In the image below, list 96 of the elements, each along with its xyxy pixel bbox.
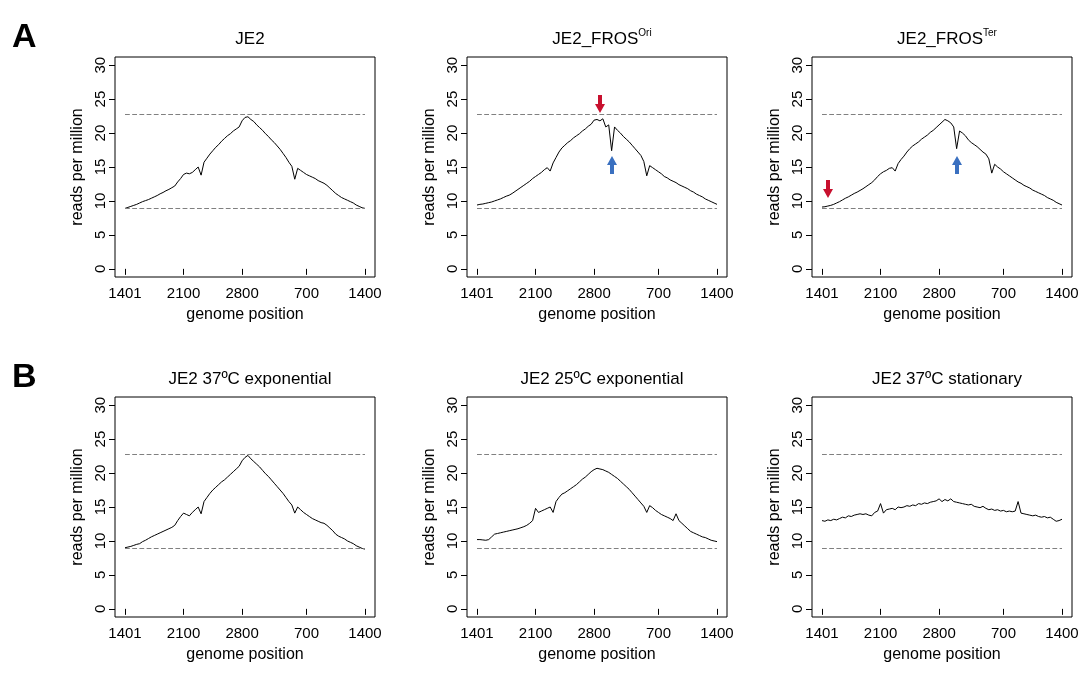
y-tick-label: 10	[788, 192, 805, 210]
line-series	[476, 467, 718, 543]
x-tick-label: 1401	[805, 284, 839, 301]
x-tick-label: 1400	[700, 284, 734, 301]
y-tick-label: 10	[443, 532, 460, 550]
y-tick-label: 25	[91, 90, 108, 108]
y-tick-label: 15	[91, 498, 108, 516]
y-axis-title: reads per million	[419, 448, 437, 566]
text: A	[12, 16, 37, 54]
x-tick-label: 700	[293, 284, 319, 301]
y-tick-label: 30	[91, 56, 108, 74]
y-tick-label: 20	[788, 464, 805, 482]
x-tick-label: 1400	[348, 284, 382, 301]
y-tick-label: 0	[788, 604, 805, 614]
x-tick-label: 2800	[922, 284, 956, 301]
y-tick-label: 20	[788, 124, 805, 142]
y-tick-label: 5	[91, 230, 108, 240]
x-tick-label: 700	[990, 284, 1016, 301]
y-tick-label: 5	[443, 230, 460, 240]
x-axis-title: genome position	[883, 644, 1001, 662]
y-tick-label: 5	[788, 230, 805, 240]
y-tick-label: 15	[91, 158, 108, 176]
x-axis-title: genome position	[538, 304, 656, 322]
chart-title: JE2 25ºC exponential	[520, 368, 684, 388]
y-tick-label: 30	[443, 56, 460, 74]
x-tick-label: 1401	[108, 624, 142, 641]
y-tick-label: 30	[91, 396, 108, 414]
line-series	[821, 498, 1063, 522]
x-tick-label: 2100	[166, 624, 201, 641]
y-axis-title: reads per million	[67, 108, 85, 226]
y-tick-label: 5	[91, 570, 108, 580]
y-tick-label: 5	[788, 570, 805, 580]
x-tick-label: 2100	[518, 624, 553, 641]
x-axis-title: genome position	[883, 304, 1001, 322]
x-tick-label: 700	[645, 284, 671, 301]
y-tick-label: 15	[443, 158, 460, 176]
x-axis-title: genome position	[538, 644, 656, 662]
x-tick-label: 2800	[922, 624, 956, 641]
y-tick-label: 15	[788, 158, 805, 176]
y-tick-label: 0	[91, 264, 108, 274]
y-tick-label: 20	[443, 464, 460, 482]
y-tick-label: 20	[443, 124, 460, 142]
y-tick-label: 10	[788, 532, 805, 550]
y-tick-label: 0	[443, 264, 460, 274]
y-tick-label: 30	[443, 396, 460, 414]
chart-title: JE2 37ºC stationary	[872, 368, 1023, 388]
x-tick-label: 1401	[805, 624, 839, 641]
chart-title: JE2	[235, 28, 265, 48]
x-tick-label: 700	[645, 624, 671, 641]
x-tick-label: 700	[293, 624, 319, 641]
y-tick-label: 25	[443, 90, 460, 108]
y-tick-label: 10	[91, 192, 108, 210]
y-tick-label: 20	[91, 124, 108, 142]
y-tick-label: 25	[788, 90, 805, 108]
x-tick-label: 1400	[1045, 624, 1079, 641]
x-tick-label: 2800	[577, 624, 611, 641]
x-tick-label: 1400	[1045, 284, 1079, 301]
line-series	[124, 116, 366, 209]
y-tick-label: 0	[788, 264, 805, 274]
y-axis-title: reads per million	[67, 448, 85, 566]
y-axis-title: reads per million	[764, 448, 782, 566]
y-axis-title: reads per million	[419, 108, 437, 226]
x-tick-label: 2100	[863, 624, 898, 641]
x-tick-label: 2100	[518, 284, 553, 301]
x-tick-label: 2100	[166, 284, 201, 301]
y-tick-label: 0	[91, 604, 108, 614]
x-tick-label: 700	[990, 624, 1016, 641]
y-tick-label: 0	[443, 604, 460, 614]
y-tick-label: 15	[788, 498, 805, 516]
y-tick-label: 25	[91, 430, 108, 448]
chart-title: JE2 37ºC exponential	[168, 368, 332, 388]
x-tick-label: 2800	[577, 284, 611, 301]
y-tick-label: 15	[443, 498, 460, 516]
y-tick-label: 30	[788, 396, 805, 414]
line-series	[821, 118, 1063, 208]
x-tick-label: 2100	[863, 284, 898, 301]
x-axis-title: genome position	[186, 644, 304, 662]
y-tick-label: 25	[788, 430, 805, 448]
line-series	[476, 118, 718, 206]
y-axis-title: reads per million	[764, 108, 782, 226]
x-tick-label: 2800	[225, 284, 259, 301]
x-tick-label: 1401	[460, 624, 494, 641]
text: B	[12, 356, 37, 394]
x-tick-label: 1400	[348, 624, 382, 641]
x-tick-label: 1400	[700, 624, 734, 641]
x-axis-title: genome position	[186, 304, 304, 322]
y-tick-label: 20	[91, 464, 108, 482]
y-tick-label: 25	[443, 430, 460, 448]
y-tick-label: 10	[443, 192, 460, 210]
x-tick-label: 1401	[108, 284, 142, 301]
y-tick-label: 30	[788, 56, 805, 74]
x-tick-label: 1401	[460, 284, 494, 301]
x-tick-label: 2800	[225, 624, 259, 641]
y-tick-label: 10	[91, 532, 108, 550]
y-tick-label: 5	[443, 570, 460, 580]
line-series	[124, 454, 366, 550]
